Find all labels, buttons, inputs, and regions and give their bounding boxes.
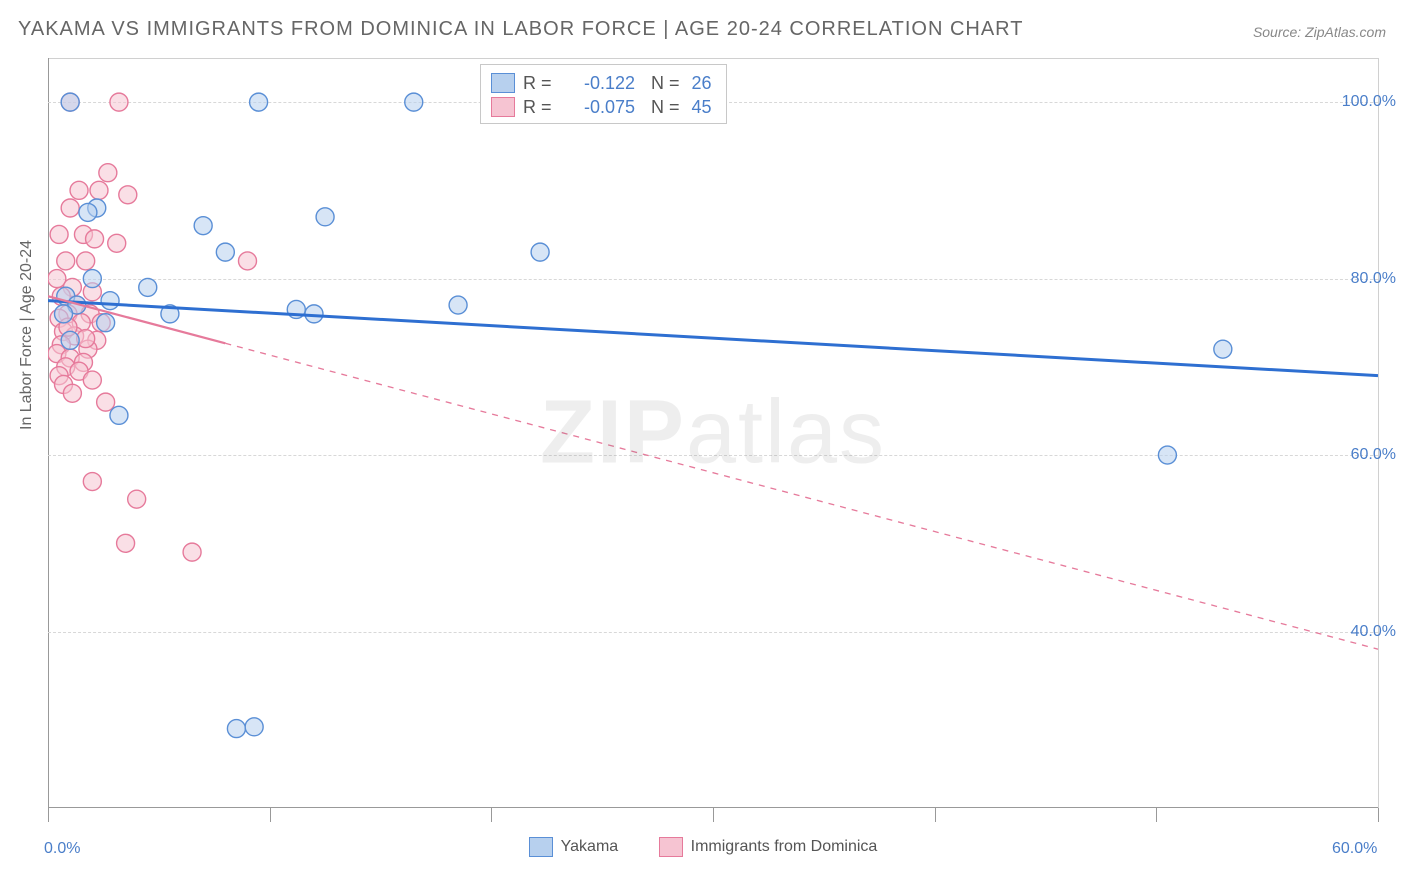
data-point xyxy=(86,230,104,248)
x-tick xyxy=(713,808,714,822)
data-point xyxy=(1158,446,1176,464)
legend-row-series-1: R = -0.075 N = 45 xyxy=(491,95,712,119)
data-point xyxy=(83,473,101,491)
r-value: -0.075 xyxy=(563,95,635,119)
data-point xyxy=(61,331,79,349)
r-label: R = xyxy=(523,95,555,119)
data-point xyxy=(227,720,245,738)
data-point xyxy=(250,93,268,111)
data-point xyxy=(183,543,201,561)
data-point xyxy=(77,252,95,270)
swatch-blue-icon xyxy=(491,73,515,93)
data-point xyxy=(90,181,108,199)
series-legend: Yakama Immigrants from Dominica xyxy=(0,837,1406,862)
regression-line-solid xyxy=(48,301,1378,376)
data-point xyxy=(83,371,101,389)
data-point xyxy=(57,252,75,270)
x-tick xyxy=(1156,808,1157,822)
data-point xyxy=(117,534,135,552)
data-point xyxy=(70,181,88,199)
data-point xyxy=(245,718,263,736)
data-point xyxy=(97,393,115,411)
data-point xyxy=(194,217,212,235)
n-value: 45 xyxy=(692,95,712,119)
data-point xyxy=(405,93,423,111)
data-point xyxy=(61,93,79,111)
data-point xyxy=(449,296,467,314)
plot-area: ZIPatlas xyxy=(48,58,1378,808)
data-point xyxy=(531,243,549,261)
n-label: N = xyxy=(651,95,680,119)
data-point xyxy=(110,93,128,111)
data-point xyxy=(110,406,128,424)
data-point xyxy=(97,314,115,332)
data-point xyxy=(79,203,97,221)
x-tick xyxy=(48,808,49,822)
source-attribution: Source: ZipAtlas.com xyxy=(1253,24,1386,40)
x-tick xyxy=(270,808,271,822)
data-point xyxy=(50,225,68,243)
y-axis-title: In Labor Force | Age 20-24 xyxy=(18,240,36,430)
data-point xyxy=(119,186,137,204)
r-label: R = xyxy=(523,71,555,95)
data-point xyxy=(216,243,234,261)
n-label: N = xyxy=(651,71,680,95)
data-point xyxy=(63,384,81,402)
x-tick xyxy=(935,808,936,822)
data-point xyxy=(316,208,334,226)
r-value: -0.122 xyxy=(563,71,635,95)
data-point xyxy=(83,270,101,288)
legend-label: Yakama xyxy=(561,838,619,856)
data-point xyxy=(61,199,79,217)
x-tick xyxy=(1378,808,1379,822)
data-point xyxy=(99,164,117,182)
legend-row-series-0: R = -0.122 N = 26 xyxy=(491,71,712,95)
legend-item: Yakama xyxy=(529,837,619,857)
data-point xyxy=(55,305,73,323)
correlation-legend: R = -0.122 N = 26 R = -0.075 N = 45 xyxy=(480,64,727,124)
n-value: 26 xyxy=(692,71,712,95)
data-point xyxy=(108,234,126,252)
legend-label: Immigrants from Dominica xyxy=(691,838,878,856)
data-point xyxy=(128,490,146,508)
data-point xyxy=(101,292,119,310)
swatch-blue-icon xyxy=(529,837,553,857)
swatch-pink-icon xyxy=(659,837,683,857)
regression-line-dashed xyxy=(225,343,1378,649)
data-point xyxy=(239,252,257,270)
data-point xyxy=(139,278,157,296)
chart-title: YAKAMA VS IMMIGRANTS FROM DOMINICA IN LA… xyxy=(18,18,1023,41)
x-tick xyxy=(491,808,492,822)
scatter-svg xyxy=(48,58,1378,808)
swatch-pink-icon xyxy=(491,97,515,117)
legend-item: Immigrants from Dominica xyxy=(659,837,878,857)
data-point xyxy=(1214,340,1232,358)
